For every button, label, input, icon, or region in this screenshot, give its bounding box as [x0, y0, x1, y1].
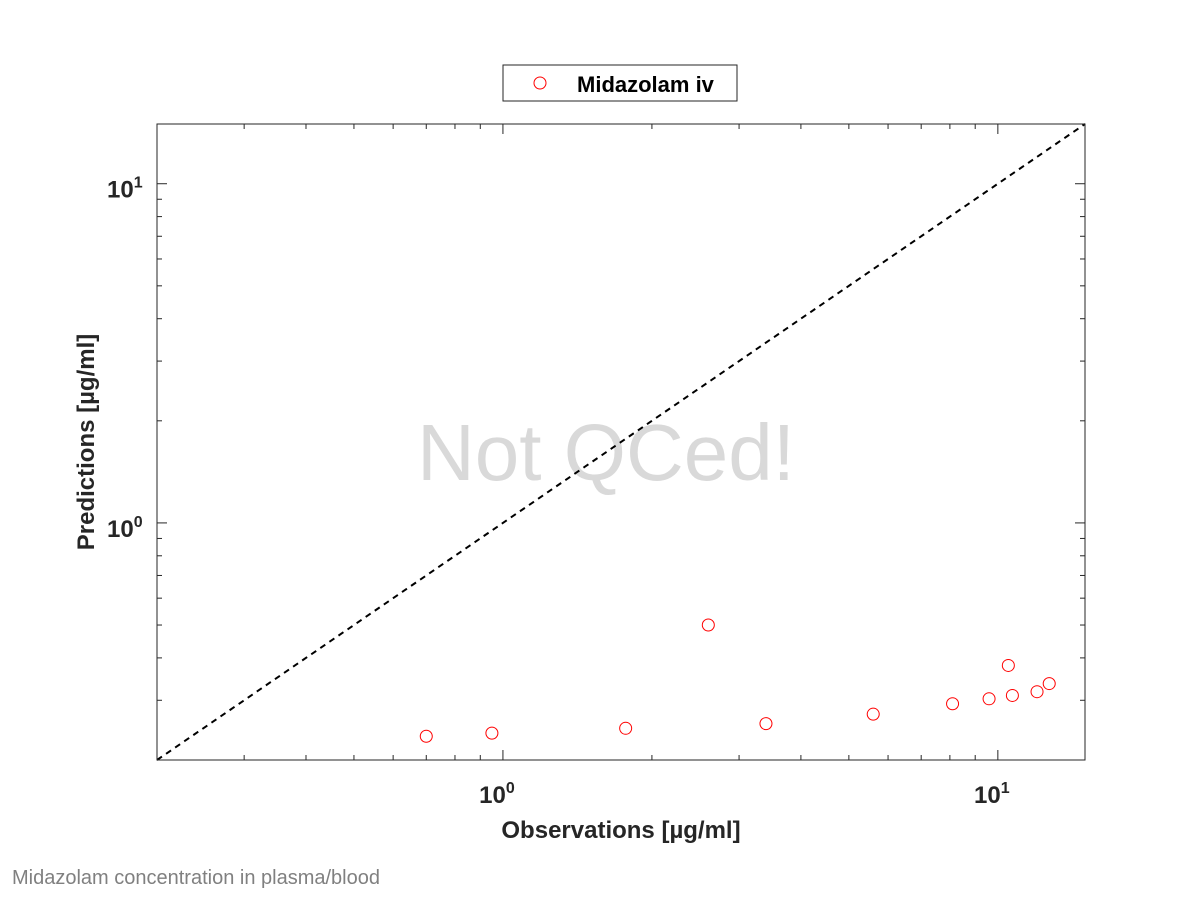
data-point	[982, 692, 996, 706]
caption: Midazolam concentration in plasma/blood	[12, 867, 380, 889]
x-axis-title: Observations [µg/ml]	[501, 817, 740, 844]
data-point	[1042, 677, 1056, 691]
data-point	[701, 618, 715, 632]
legend-label: Midazolam iv	[577, 72, 715, 97]
data-point	[1005, 688, 1019, 702]
x-tick-label: 101	[974, 780, 1010, 809]
data-point	[485, 726, 499, 740]
data-point	[759, 717, 773, 731]
data-point	[619, 721, 633, 735]
y-axis-title: Predictions [µg/ml]	[73, 334, 100, 551]
data-point	[1030, 685, 1044, 699]
data-point	[866, 707, 880, 721]
legend: Midazolam iv	[502, 64, 738, 102]
plot-frame	[156, 123, 1086, 761]
data-point	[419, 729, 433, 743]
data-point	[1001, 658, 1015, 672]
legend-marker	[533, 76, 547, 90]
data-point	[946, 697, 960, 711]
identity-line	[156, 123, 1086, 761]
legend-box	[502, 64, 738, 102]
points-layer	[419, 618, 1056, 743]
